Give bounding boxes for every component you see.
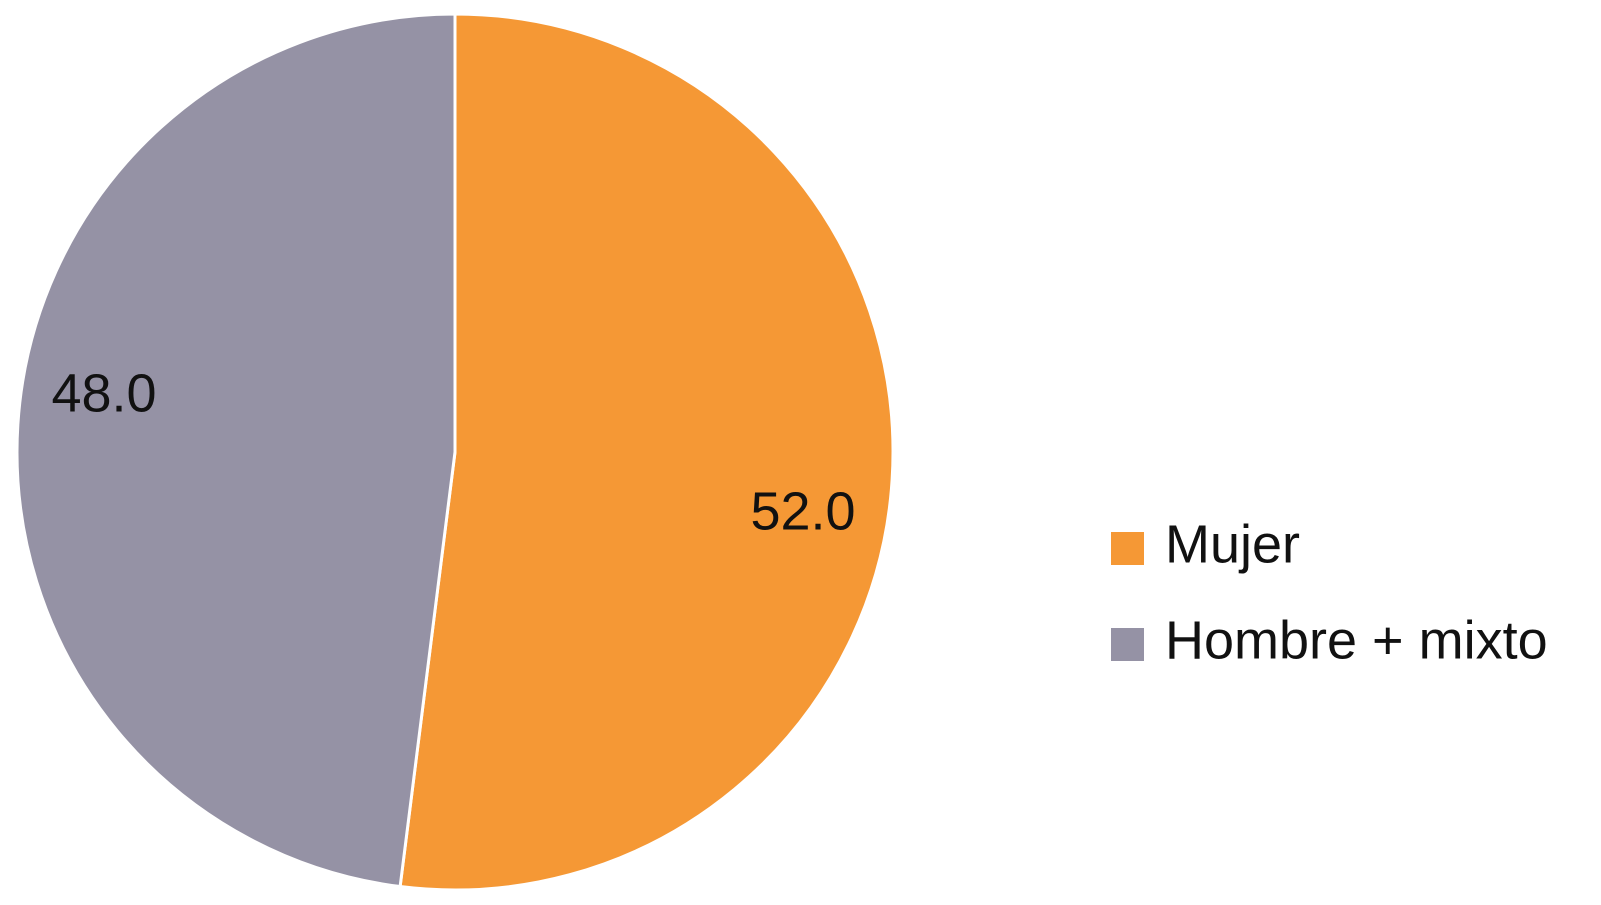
pie-slice [398, 12, 895, 892]
pie-slice [15, 12, 457, 889]
data-label: 48.0 [51, 363, 156, 423]
legend-label: Mujer [1165, 514, 1300, 574]
legend-swatch [1111, 628, 1144, 661]
legend-swatch [1111, 532, 1144, 565]
data-label: 52.0 [750, 481, 855, 541]
legend-label: Hombre + mixto [1165, 610, 1548, 670]
